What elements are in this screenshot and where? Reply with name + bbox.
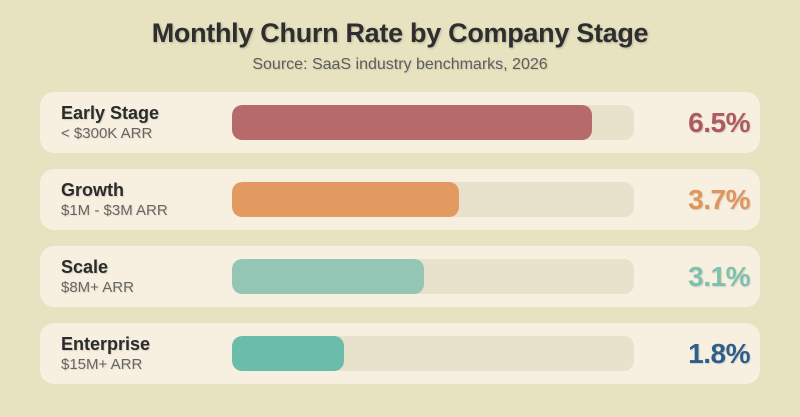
row-label: Early Stage [61,102,160,123]
churn-bar-chart: Early Stage < $300K ARR 6.5% Growth $1M … [40,92,760,384]
chart-row-scale: Scale $8M+ ARR 3.1% [40,246,760,307]
row-sublabel: < $300K ARR [61,124,153,142]
row-label: Scale [61,256,109,277]
row-label: Growth [61,179,124,200]
row-value: 3.1% [688,260,750,292]
row-label-block: Early Stage < $300K ARR [61,103,232,143]
bar-track [232,105,634,140]
row-value: 3.7% [688,183,750,215]
row-label: Enterprise [61,333,151,354]
row-label-block: Scale $8M+ ARR [61,257,232,297]
row-value: 6.5% [688,106,750,138]
row-label-block: Growth $1M - $3M ARR [61,180,232,220]
bar-fill [232,259,425,294]
chart-row-growth: Growth $1M - $3M ARR 3.7% [40,169,760,230]
chart-row-early-stage: Early Stage < $300K ARR 6.5% [40,92,760,153]
bar-track [232,182,634,217]
bar-track [232,336,634,371]
page-subtitle: Source: SaaS industry benchmarks, 2026 [252,56,548,73]
row-sublabel: $8M+ ARR [61,278,134,296]
page-title: Monthly Churn Rate by Company Stage [151,18,649,48]
chart-header: Monthly Churn Rate by Company Stage Sour… [0,17,800,75]
bar-fill [232,336,345,371]
row-label-block: Enterprise $15M+ ARR [61,334,232,374]
chart-row-enterprise: Enterprise $15M+ ARR 1.8% [40,323,760,384]
row-value: 1.8% [688,337,750,369]
bar-track [232,259,634,294]
row-sublabel: $1M - $3M ARR [61,201,168,219]
row-sublabel: $15M+ ARR [61,355,143,373]
bar-fill [232,105,593,140]
bar-fill [232,182,460,217]
